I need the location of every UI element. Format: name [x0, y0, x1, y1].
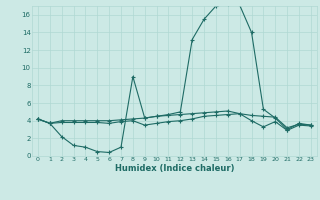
X-axis label: Humidex (Indice chaleur): Humidex (Indice chaleur) [115, 164, 234, 173]
